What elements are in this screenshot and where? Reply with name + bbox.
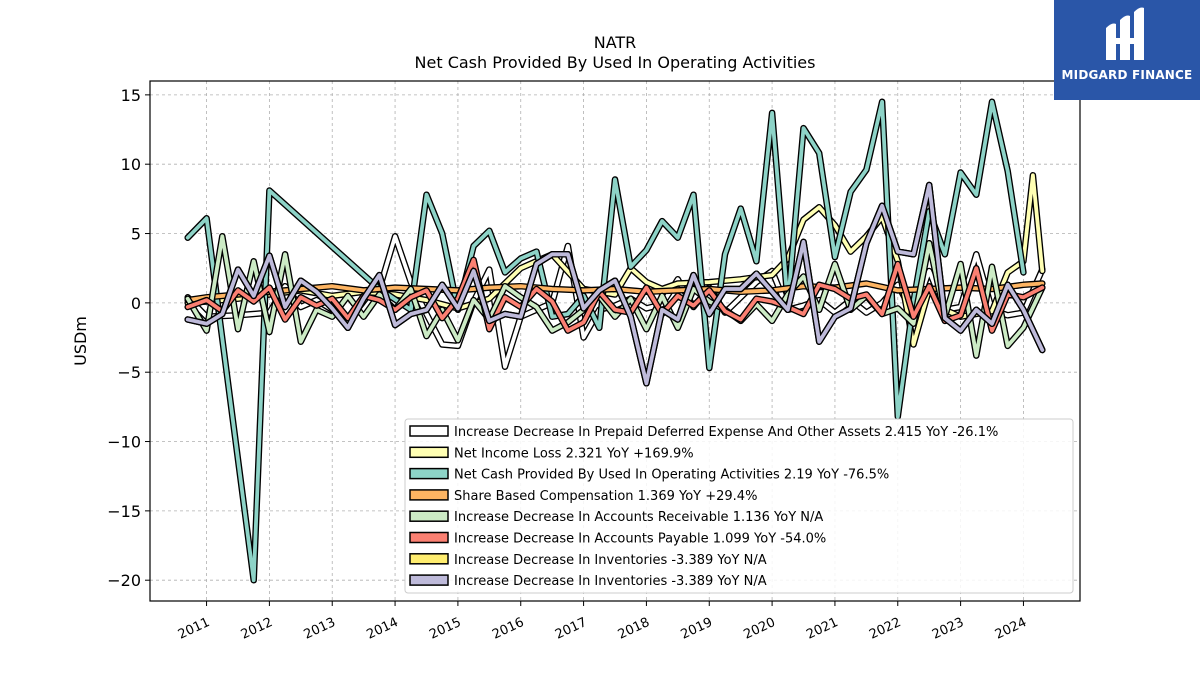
y-tick-label: −20 [107,571,141,590]
x-tick-label: 2020 [741,615,777,643]
x-axis: 2011 2012 2013 2014 2015 2016 2017 2018 2019 2020… [176,601,1029,643]
logo-brand-text: MIDGARD FINANCE [1061,68,1193,82]
legend-swatch [409,574,449,586]
legend-swatch [409,553,449,565]
x-tick-label: 2016 [490,615,526,643]
x-tick-label: 2014 [364,615,400,643]
series-stroke [185,234,1045,358]
plot-frame [149,80,1081,602]
y-tick-label: −15 [107,502,141,521]
chart-title: NATR [594,33,637,52]
legend-entry: Increase Decrease In Accounts Receivable… [454,510,823,525]
legend-swatch [409,510,449,522]
midgard-logo-icon [1106,7,1144,60]
x-tick-label: 2017 [553,615,589,643]
series-line-5 [184,256,1046,334]
y-tick-label: 15 [121,86,141,105]
legend-entry: Net Cash Provided By Used In Operating A… [454,468,889,483]
x-tick-label: 2018 [616,615,652,643]
legend-entry: Increase Decrease In Inventories -3.389 … [454,553,767,568]
series-line-7 [184,181,1046,387]
x-tick-label: 2015 [427,615,463,643]
logo: MIDGARD FINANCE [1054,0,1200,100]
legend-swatch [409,489,449,501]
x-tick-label: 2012 [239,615,275,643]
x-tick-label: 2024 [993,615,1029,643]
legend-swatch [409,531,449,544]
series-stroke [185,183,1045,386]
y-tick-label: 10 [121,155,141,174]
series-lines [184,98,1046,584]
legend: Increase Decrease In Prepaid Deferred Ex… [404,418,1074,594]
y-axis: −20 −15 −10 −5 0 5 10 15 [107,86,150,590]
legend-swatch [409,425,449,437]
y-axis-label: USDm [71,316,90,366]
legend-entry: Share Based Compensation 1.369 YoY +29.4… [454,489,757,504]
chart-subtitle: Net Cash Provided By Used In Operating A… [415,53,816,72]
x-tick-label: 2022 [867,615,903,643]
legend-entry: Increase Decrease In Accounts Payable 1.… [454,532,826,547]
legend-entry: Increase Decrease In Prepaid Deferred Ex… [454,425,998,440]
x-tick-label: 2013 [302,615,338,643]
series-line-2 [184,98,1027,584]
y-tick-label: 5 [131,225,141,244]
y-tick-label: −5 [117,363,141,382]
legend-box [404,418,1074,594]
y-tick-label: −10 [107,433,141,452]
x-tick-label: 2019 [679,615,715,643]
series-stroke [185,99,1026,583]
x-tick-label: 2021 [804,615,840,643]
legend-swatch [409,467,449,480]
legend-entry: Increase Decrease In Inventories -3.389 … [454,574,767,589]
legend-swatch [409,446,449,459]
x-tick-label: 2011 [176,615,212,643]
series-line-4 [184,233,1046,359]
legend-entry: Net Income Loss 2.321 YoY +169.9% [454,446,694,461]
x-tick-label: 2023 [930,615,966,643]
y-tick-label: 0 [131,294,141,313]
series-stroke [185,257,1045,333]
